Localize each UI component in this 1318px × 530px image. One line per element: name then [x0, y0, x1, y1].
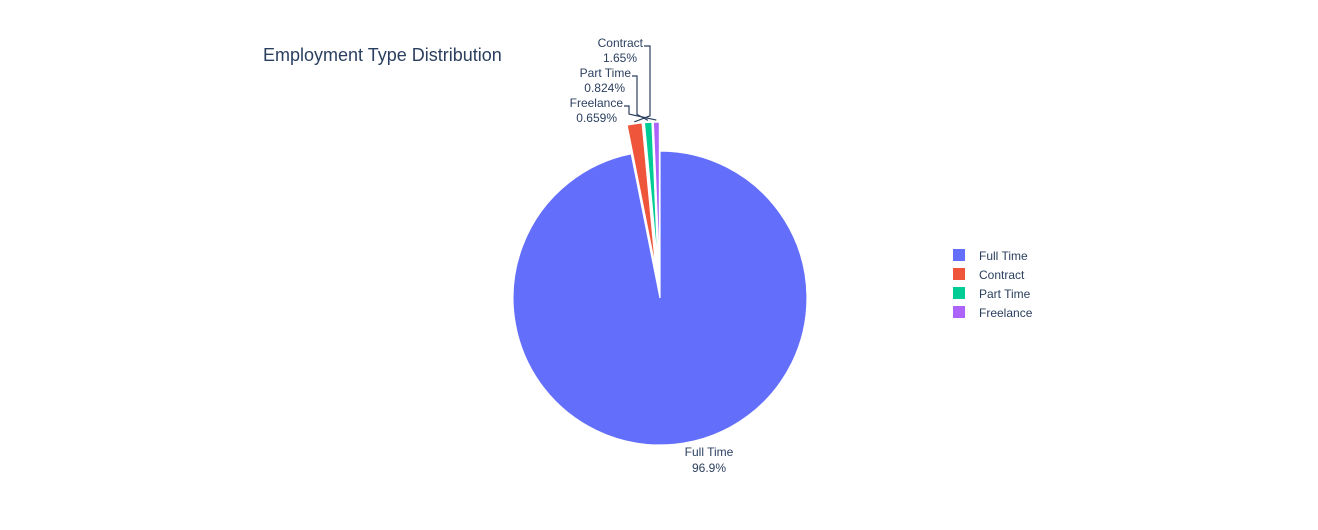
chart-title: Employment Type Distribution	[263, 45, 502, 65]
legend-item-full-time[interactable]: Full Time	[953, 249, 1028, 263]
slice-label-name: Freelance	[570, 96, 624, 110]
legend-swatch	[953, 306, 965, 318]
legend-label: Freelance	[979, 306, 1033, 320]
legend-item-contract[interactable]: Contract	[953, 268, 1025, 282]
pie-slice-contract[interactable]	[626, 122, 657, 270]
leader-line-part-time	[632, 75, 649, 121]
slice-label-percent: 0.824%	[584, 81, 625, 95]
legend-item-part-time[interactable]: Part Time	[953, 287, 1031, 301]
legend-label: Full Time	[979, 249, 1028, 263]
slice-label-name: Part Time	[580, 66, 632, 80]
slice-label-full-time: Full Time 96.9%	[685, 445, 734, 475]
legend-label: Contract	[979, 268, 1025, 282]
pie-slices	[512, 121, 808, 446]
leader-lines	[624, 45, 657, 123]
legend-swatch	[953, 268, 965, 280]
pie-slice-full-time[interactable]	[512, 150, 808, 446]
slice-label-percent: 0.659%	[576, 111, 617, 125]
legend-item-freelance[interactable]: Freelance	[953, 306, 1033, 320]
slice-label-name: Contract	[598, 36, 644, 50]
legend-swatch	[953, 287, 965, 299]
pie-slice-freelance[interactable]	[652, 121, 660, 270]
leader-line-freelance	[624, 105, 657, 121]
legend-label: Part Time	[979, 287, 1031, 301]
leader-line-contract	[634, 45, 651, 123]
legend-swatch	[953, 249, 965, 261]
slice-label-percent: 1.65%	[603, 51, 637, 65]
slice-label-percent: 96.9%	[692, 461, 726, 475]
legend: Full Time Contract Part Time Freelance	[953, 249, 1033, 320]
slice-label-name: Full Time	[685, 445, 734, 459]
pie-slice-part-time[interactable]	[643, 121, 659, 270]
